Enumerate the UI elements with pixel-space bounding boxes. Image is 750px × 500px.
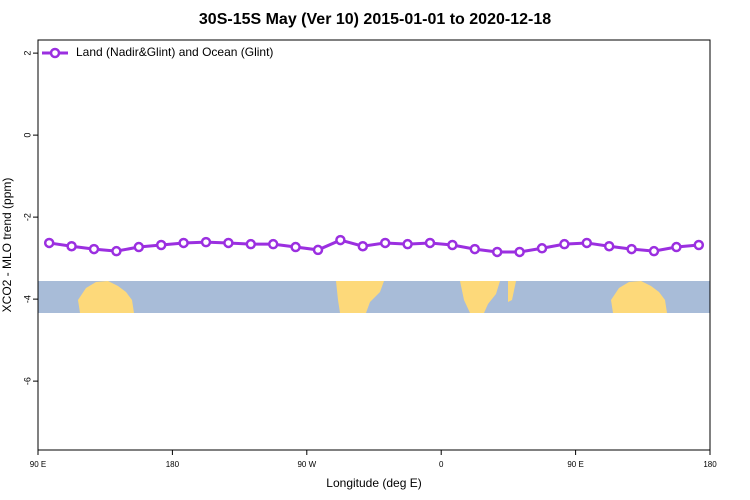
y-tick-label: 0	[22, 133, 32, 138]
data-point	[491, 246, 503, 258]
data-point	[447, 239, 458, 251]
data-point	[267, 238, 279, 250]
data-point	[43, 237, 55, 249]
data-point	[66, 240, 77, 252]
x-tick-label: 180	[703, 460, 717, 469]
data-point	[223, 237, 234, 249]
data-point	[559, 238, 570, 250]
map-band	[38, 281, 710, 313]
y-tick-label: -6	[22, 377, 32, 385]
x-tick-label: 90 W	[297, 460, 316, 469]
x-tick-label: 180	[166, 460, 180, 469]
legend-marker	[49, 47, 61, 59]
data-point	[536, 243, 548, 254]
data-point	[469, 243, 481, 255]
data-point	[88, 243, 100, 255]
data-point	[514, 246, 525, 258]
x-tick-label: 90 E	[30, 460, 46, 469]
y-tick-label: -2	[22, 213, 32, 221]
data-point	[626, 243, 637, 255]
data-point	[402, 238, 413, 250]
y-axis-label: XCO2 - MLO trend (ppm)	[0, 178, 14, 313]
data-point	[357, 240, 369, 252]
data-point	[424, 237, 436, 249]
data-point	[603, 240, 615, 252]
data-point	[671, 241, 682, 253]
data-point	[178, 237, 189, 249]
legend-label: Land (Nadir&Glint) and Ocean (Glint)	[76, 45, 273, 59]
data-point	[335, 234, 346, 246]
series-line	[48, 238, 699, 254]
chart-title: 30S-15S May (Ver 10) 2015-01-01 to 2020-…	[199, 11, 551, 28]
plot-frame	[37, 39, 711, 451]
x-tick-label: 0	[439, 460, 444, 469]
data-point	[133, 241, 145, 253]
data-point	[693, 239, 705, 251]
data-point	[200, 236, 212, 248]
data-point	[111, 245, 122, 257]
data-point	[648, 245, 660, 257]
data-point	[290, 241, 301, 253]
data-point	[312, 244, 324, 256]
x-tick-label: 90 E	[567, 460, 583, 469]
data-point	[155, 239, 167, 251]
data-point	[379, 237, 391, 249]
data-point	[581, 237, 593, 249]
x-axis-label: Longitude (deg E)	[326, 476, 421, 490]
data-point	[245, 238, 257, 250]
y-tick-label: 2	[22, 51, 32, 56]
y-tick-label: -4	[22, 295, 32, 303]
